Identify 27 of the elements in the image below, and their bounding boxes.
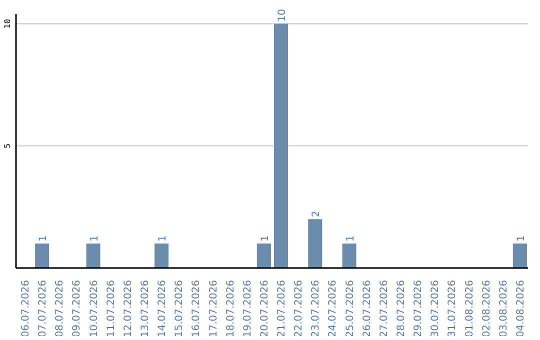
bar: [274, 24, 288, 268]
x-tick-label: 16.07.2026: [191, 280, 202, 338]
bar: [512, 244, 527, 268]
bar: [308, 219, 322, 268]
y-tick-label: 5: [3, 143, 12, 148]
x-tick-label: 15.07.2026: [174, 280, 186, 338]
data-label: 1: [345, 235, 356, 242]
x-tick-label: 13.07.2026: [140, 280, 151, 338]
data-label: 10: [277, 9, 288, 22]
x-tick-label: 12.07.2026: [122, 280, 134, 338]
x-tick-label: 11.07.2026: [106, 280, 117, 338]
x-tick-label: 14.07.2026: [157, 280, 168, 338]
bar: [35, 244, 50, 268]
data-label: 1: [158, 235, 169, 242]
data-label: 1: [89, 235, 100, 242]
x-tick-label: 18.07.2026: [225, 280, 236, 338]
x-tick-label: 17.07.2026: [208, 280, 220, 338]
x-tick-label: 19.07.2026: [242, 280, 254, 338]
bar: [256, 244, 271, 268]
data-label: 2: [311, 210, 322, 218]
data-label: 1: [516, 235, 527, 242]
data-label: 1: [260, 235, 271, 242]
bar: [342, 244, 356, 268]
data-label: 1: [38, 235, 50, 242]
bar: [86, 244, 100, 268]
bar: [154, 244, 169, 268]
x-tick-label: 10.07.2026: [88, 280, 100, 338]
